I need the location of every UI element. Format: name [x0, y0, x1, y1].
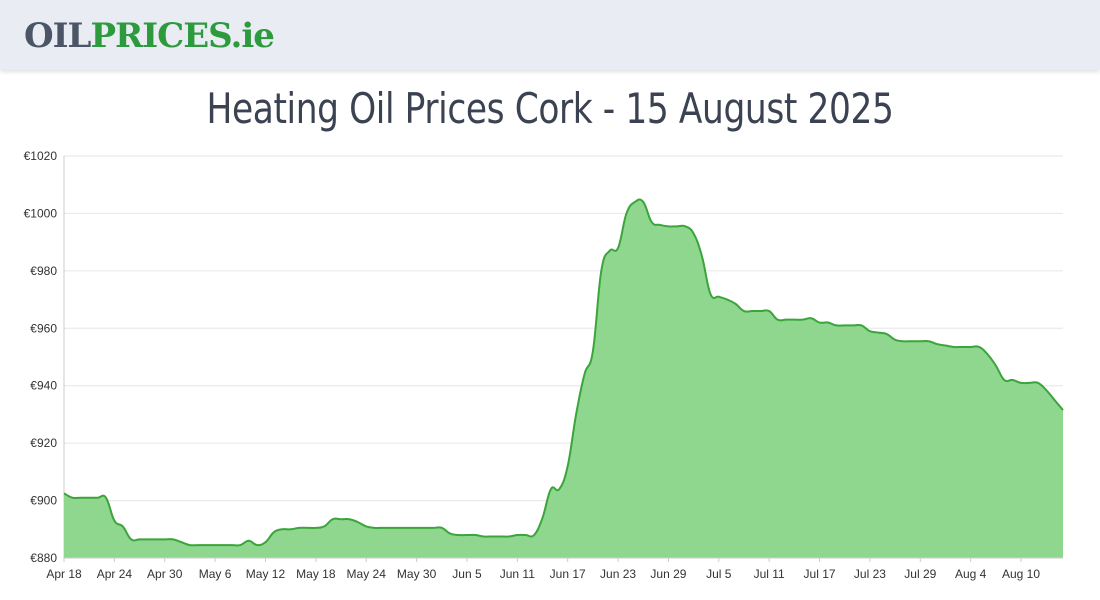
logo-text-prices: PRICES [90, 16, 231, 56]
x-tick-label: Jul 17 [804, 567, 836, 581]
y-tick-label: €1000 [24, 206, 58, 220]
y-tick-label: €1020 [24, 149, 58, 163]
x-tick-label: Jul 29 [904, 567, 936, 581]
page-title: Heating Oil Prices Cork - 15 August 2025 [206, 84, 894, 133]
y-tick-label: €920 [30, 436, 57, 450]
x-tick-label: May 12 [246, 567, 286, 581]
x-tick-label: Apr 18 [46, 567, 82, 581]
x-tick-label: May 24 [347, 567, 387, 581]
x-tick-label: Jun 5 [452, 567, 482, 581]
x-tick-label: Aug 4 [955, 567, 987, 581]
x-tick-label: Aug 10 [1002, 567, 1040, 581]
x-tick-label: Jun 23 [600, 567, 636, 581]
y-tick-label: €900 [30, 494, 57, 508]
logo-text-domain: .ie [230, 16, 274, 56]
x-tick-label: Jul 5 [706, 567, 732, 581]
x-tick-label: Jul 23 [854, 567, 886, 581]
site-header: OILPRICES.ie [0, 0, 1100, 70]
x-tick-label: May 18 [296, 567, 336, 581]
series-line [63, 198, 1064, 547]
x-tick-label: Jun 29 [650, 567, 686, 581]
x-tick-label: Apr 30 [147, 567, 183, 581]
y-tick-label: €980 [30, 264, 57, 278]
x-tick-label: May 6 [199, 567, 232, 581]
series-area [64, 199, 1063, 558]
x-tick-label: Jun 11 [500, 567, 535, 581]
x-tick-label: May 30 [397, 567, 437, 581]
site-logo[interactable]: OILPRICES.ie [24, 16, 275, 56]
logo-text-oil: OIL [24, 16, 91, 56]
x-tick-label: Jun 17 [550, 567, 586, 581]
y-tick-label: €880 [30, 551, 57, 565]
y-tick-label: €940 [30, 379, 57, 393]
y-tick-label: €960 [30, 321, 57, 335]
x-tick-label: Jul 11 [754, 567, 785, 581]
x-tick-label: Apr 24 [97, 567, 133, 581]
